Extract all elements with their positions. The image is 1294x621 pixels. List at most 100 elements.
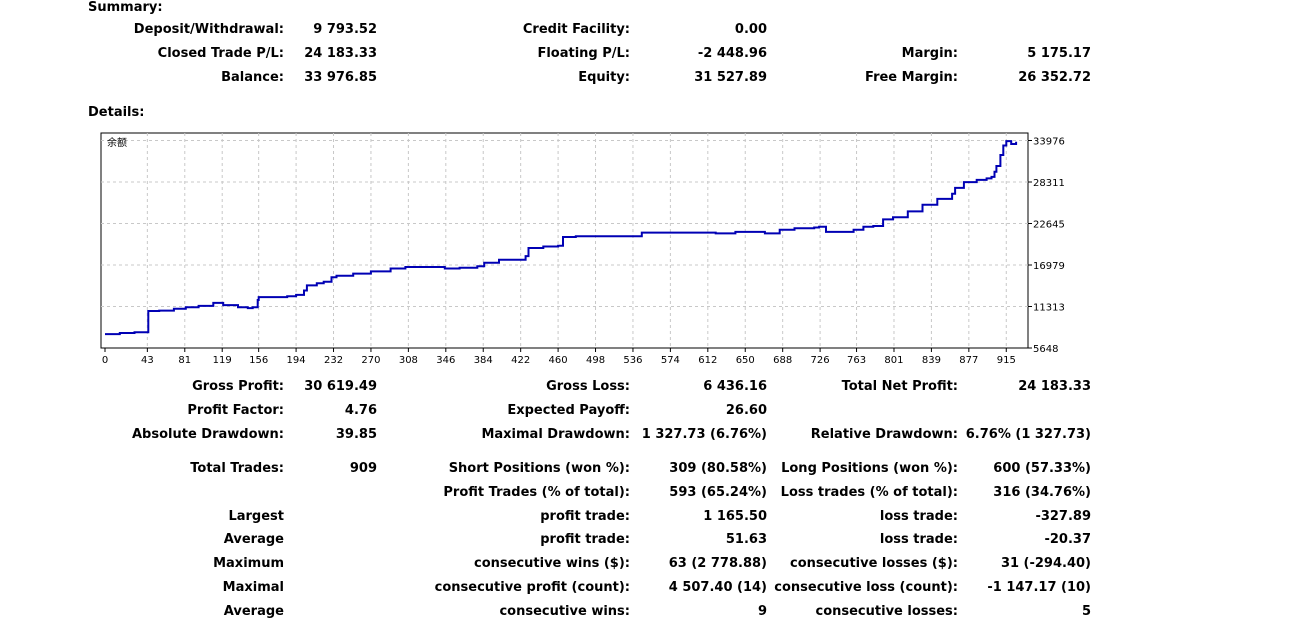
summary-title: Summary: [88,0,163,15]
gross-loss-value: 6 436.16 [703,379,767,394]
avg-losses-label: consecutive losses: [815,604,958,619]
max-wins-value: 63 (2 778.88) [668,556,767,571]
x-tick-label: 612 [698,355,717,366]
floating-value: -2 448.96 [697,46,767,61]
largest-label: Largest [228,509,284,524]
long-positions-label: Long Positions (won %): [781,461,958,476]
avg-wins-label: consecutive wins: [499,604,630,619]
gross-profit-value: 30 619.49 [304,379,377,394]
short-positions-label: Short Positions (won %): [448,461,630,476]
deposit-label: Deposit/Withdrawal: [133,22,284,37]
profit-trades-label: Profit Trades (% of total): [443,485,630,500]
equity-label: Equity: [578,70,630,85]
maximal-loss-value: -1 147.17 (10) [987,580,1091,595]
y-tick-label: 33976 [1033,137,1065,148]
x-tick-label: 839 [922,355,941,366]
x-tick-label: 308 [399,355,418,366]
avg-loss-label: loss trade: [879,532,958,547]
grid-lines [101,133,1028,348]
credit-value: 0.00 [734,22,767,37]
x-tick-label: 726 [811,355,830,366]
rel-drawdown-label: Relative Drawdown: [810,427,958,442]
average2-label: Average [223,604,284,619]
y-tick-label: 22645 [1033,219,1065,230]
maximal-loss-label: consecutive loss (count): [774,580,958,595]
maximal-label: Maximal [222,580,284,595]
margin-label: Margin: [901,46,958,61]
expected-payoff-label: Expected Payoff: [507,403,630,418]
profit-factor-value: 4.76 [344,403,377,418]
max-losses-label: consecutive losses ($): [790,556,958,571]
x-tick-label: 422 [511,355,530,366]
avg-losses-value: 5 [1081,604,1091,619]
profit-trades-value: 593 (65.24%) [669,485,767,500]
floating-label: Floating P/L: [537,46,630,61]
profit-factor-label: Profit Factor: [187,403,284,418]
largest-loss-label: loss trade: [879,509,958,524]
total-net-label: Total Net Profit: [841,379,958,394]
x-tick-label: 650 [736,355,755,366]
x-tick-label: 574 [661,355,680,366]
max-drawdown-value: 1 327.73 (6.76%) [641,427,767,442]
x-tick-label: 156 [249,355,268,366]
axis-ticks: 0 43 81 119 156 194 232 270 308 346 384 422 460 498 53… [102,137,1065,366]
maximal-profit-label: consecutive profit (count): [434,580,630,595]
balance-value: 33 976.85 [304,70,377,85]
x-tick-label: 498 [586,355,605,366]
margin-value: 5 175.17 [1027,46,1091,61]
x-tick-label: 915 [997,355,1016,366]
max-wins-label: consecutive wins ($): [473,556,630,571]
total-net-value: 24 183.33 [1018,379,1091,394]
max-drawdown-label: Maximal Drawdown: [481,427,630,442]
equity-value: 31 527.89 [694,70,767,85]
largest-profit-value: 1 165.50 [703,509,767,524]
balance-chart-svg: 0 43 81 119 156 194 232 270 308 346 384 422 460 498 53… [100,132,1065,366]
x-tick-label: 119 [213,355,232,366]
details-title: Details: [88,105,145,120]
balance-chart: 0 43 81 119 156 194 232 270 308 346 384 422 460 498 53… [100,132,1065,366]
y-tick-label: 5648 [1033,344,1058,355]
y-tick-label: 11313 [1033,303,1065,314]
x-tick-label: 232 [324,355,343,366]
x-tick-label: 688 [773,355,792,366]
x-tick-label: 536 [623,355,642,366]
x-tick-label: 877 [959,355,978,366]
gross-loss-label: Gross Loss: [546,379,630,394]
plot-frame [100,132,1029,349]
x-tick-label: 270 [361,355,380,366]
x-tick-label: 346 [436,355,455,366]
free-margin-value: 26 352.72 [1018,70,1091,85]
largest-profit-label: profit trade: [540,509,630,524]
loss-trades-value: 316 (34.76%) [993,485,1091,500]
free-margin-label: Free Margin: [865,70,958,85]
x-tick-label: 194 [287,355,306,366]
abs-drawdown-label: Absolute Drawdown: [132,427,284,442]
expected-payoff-value: 26.60 [725,403,767,418]
x-tick-label: 801 [884,355,903,366]
maximum-label: Maximum [213,556,284,571]
balance-line [105,140,1018,336]
maximal-profit-value: 4 507.40 (14) [668,580,767,595]
x-tick-label: 81 [178,355,191,366]
closed-value: 24 183.33 [304,46,377,61]
gross-profit-label: Gross Profit: [192,379,284,394]
closed-label: Closed Trade P/L: [157,46,284,61]
x-tick-label: 763 [847,355,866,366]
total-trades-value: 909 [349,461,377,476]
rel-drawdown-value: 6.76% (1 327.73) [965,427,1091,442]
max-losses-value: 31 (-294.40) [1000,556,1091,571]
chart-title: 余额 [107,136,127,149]
x-tick-label: 384 [474,355,493,366]
short-positions-value: 309 (80.58%) [669,461,767,476]
average-label: Average [223,532,284,547]
x-tick-label: 43 [141,355,154,366]
loss-trades-label: Loss trades (% of total): [780,485,958,500]
avg-loss-value: -20.37 [1044,532,1091,547]
total-trades-label: Total Trades: [190,461,284,476]
avg-wins-value: 9 [757,604,767,619]
credit-label: Credit Facility: [522,22,630,37]
largest-loss-value: -327.89 [1035,509,1091,524]
abs-drawdown-value: 39.85 [335,427,377,442]
y-tick-label: 16979 [1033,261,1065,272]
x-tick-label: 460 [549,355,568,366]
